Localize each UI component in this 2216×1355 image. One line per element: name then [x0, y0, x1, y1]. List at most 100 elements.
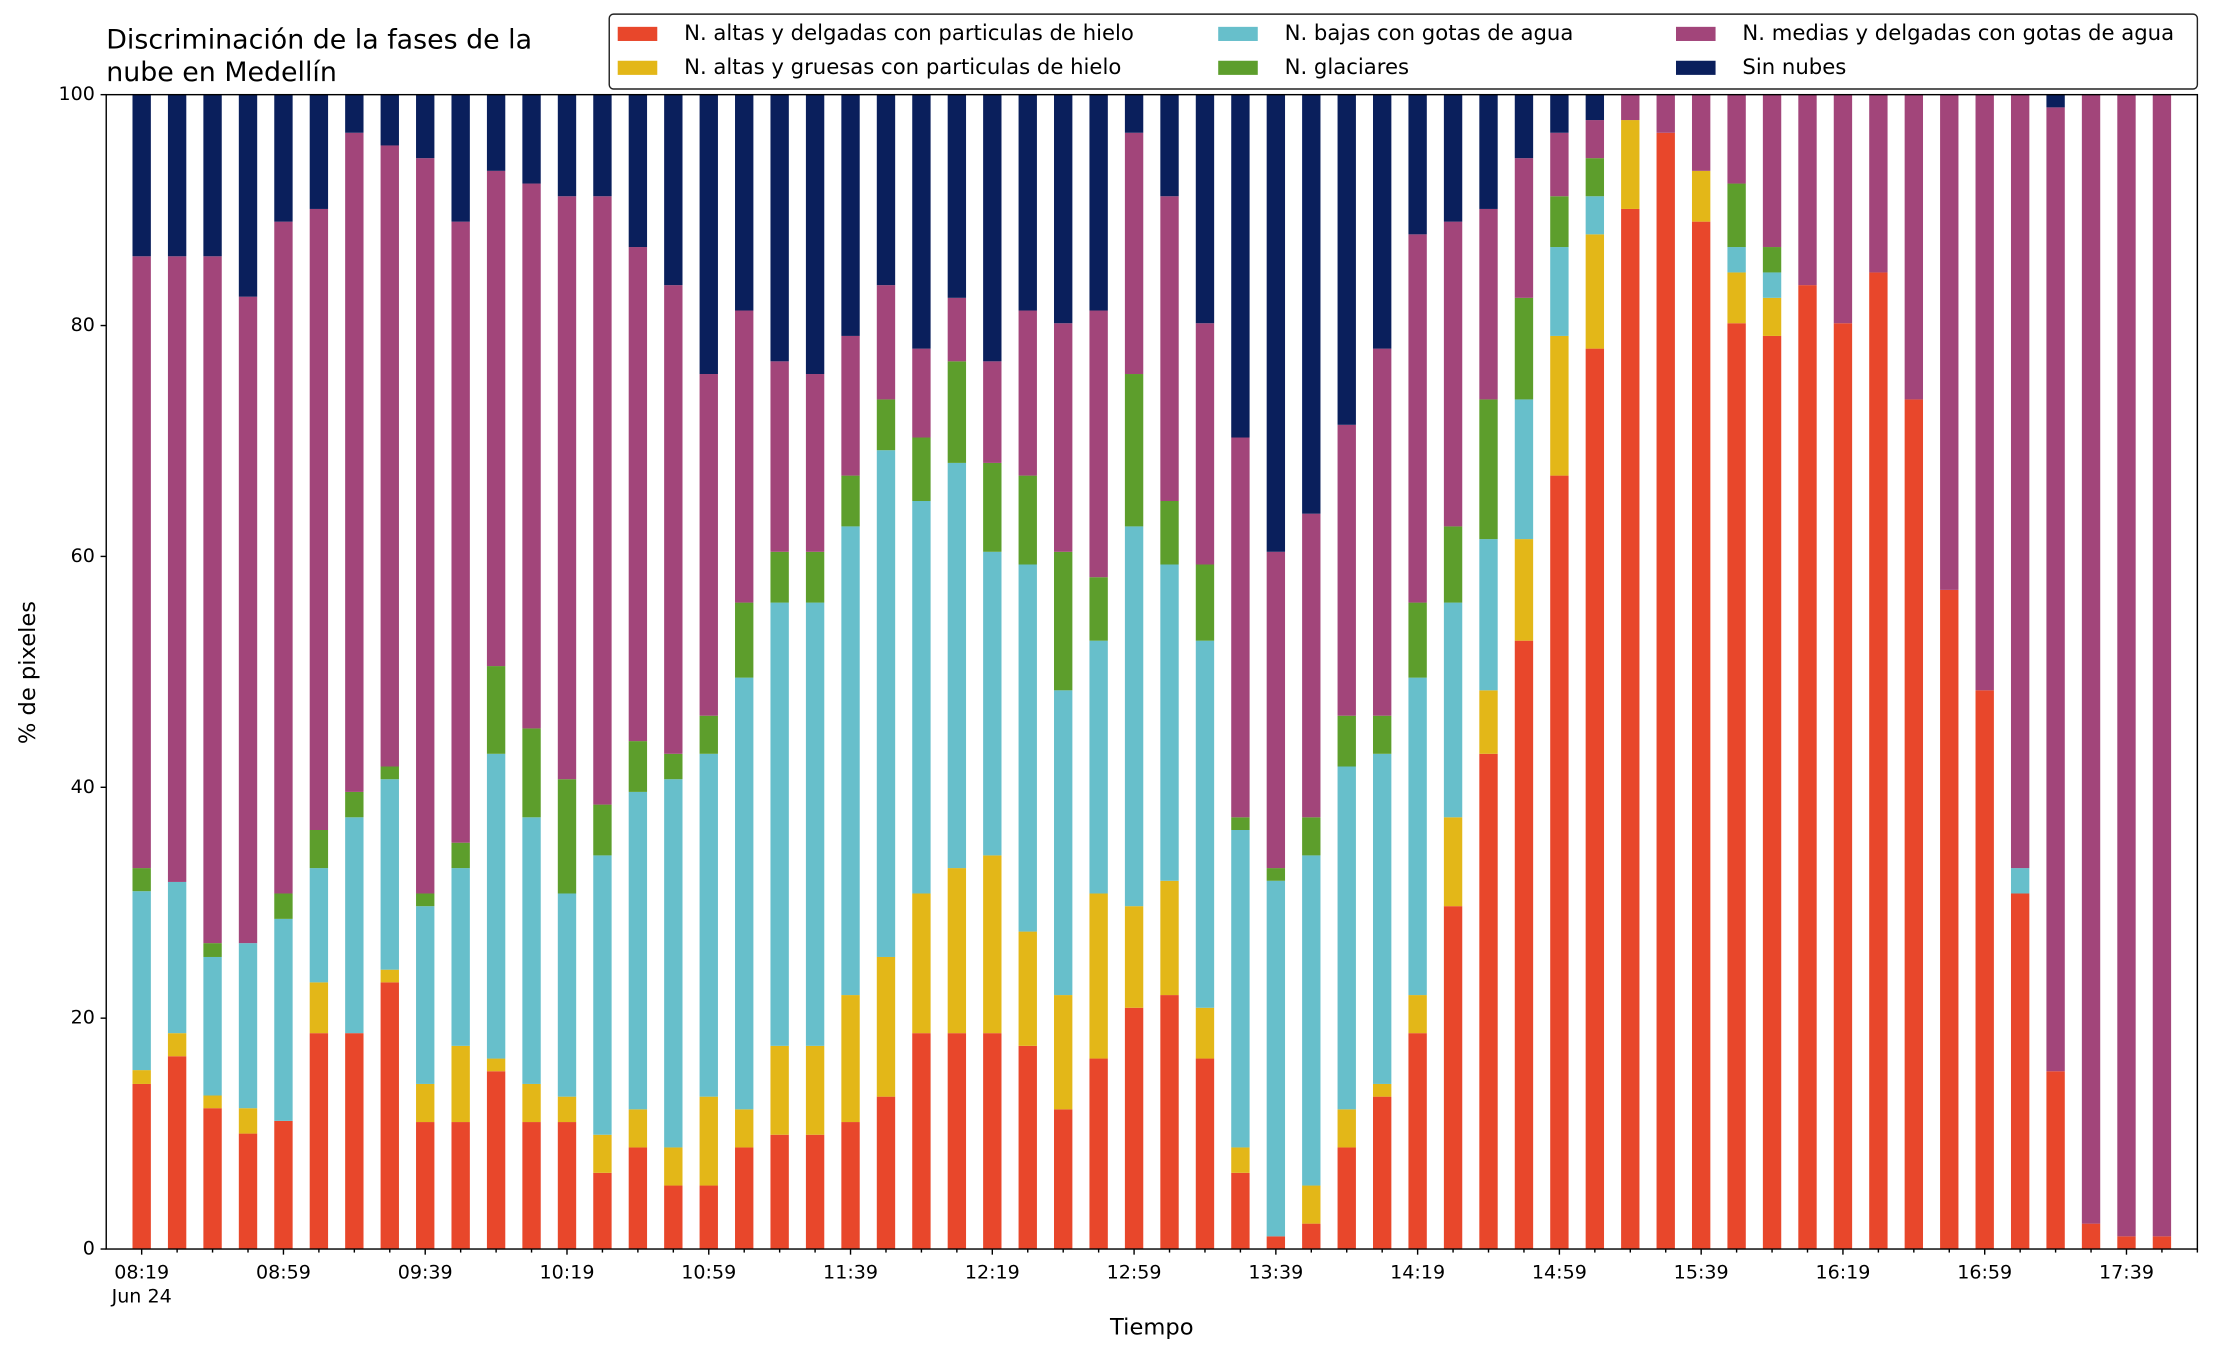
legend-label: N. medias y delgadas con gotas de agua [1742, 20, 2174, 45]
bar-segment [983, 855, 1002, 1034]
bar-segment [1266, 868, 1286, 881]
y-tick-label: 60 [71, 545, 95, 567]
bar-segment [486, 753, 506, 1059]
bar-segment [841, 1122, 860, 1250]
bar-segment [522, 183, 541, 729]
bar-segment [1727, 183, 1746, 248]
legend-label: N. bajas con gotas de agua [1285, 20, 1574, 45]
bar-segment [522, 1122, 541, 1250]
bar-segment [983, 551, 1002, 856]
bar-segment [1054, 1109, 1073, 1250]
bar-segment [1479, 399, 1498, 540]
bar-segment [664, 1147, 683, 1186]
bar-segment [1408, 677, 1427, 996]
bar-segment [735, 1147, 754, 1250]
bar-segment [912, 437, 931, 502]
x-tick-label: 16:19 [1815, 1262, 1870, 1284]
bar-segment [132, 868, 151, 892]
bar-segment [167, 1056, 187, 1250]
bar-segment [1337, 1147, 1356, 1250]
bar-segment [699, 715, 718, 754]
bar-segment [1054, 94, 1073, 324]
bar-segment [593, 804, 612, 856]
bar-segment [203, 943, 222, 957]
bar-segment [1656, 94, 1675, 133]
bar-segment [1089, 577, 1108, 641]
bar-segment [735, 1109, 754, 1148]
bar-segment [1443, 906, 1463, 1250]
bar-segment [451, 842, 470, 869]
bar-segment [274, 918, 293, 1121]
bar-segment [1798, 94, 1817, 286]
bar-segment [203, 956, 222, 1096]
bar-segment [841, 94, 860, 336]
bar-segment [1904, 399, 1924, 1250]
y-axis-label: % de pixeles [15, 601, 41, 744]
bar-segment [805, 94, 825, 375]
y-tick-label: 80 [71, 314, 95, 336]
bar-segment [1302, 513, 1321, 818]
bar-segment [274, 1120, 293, 1250]
bar-segment [132, 94, 151, 257]
bar-segment [1124, 374, 1144, 527]
bar-segment [1195, 1007, 1215, 1059]
bar-segment [1479, 208, 1498, 400]
bar-segment [238, 296, 258, 944]
bar-segment [1160, 501, 1179, 565]
bar-segment [876, 956, 896, 1097]
bar-segment [1266, 880, 1286, 1237]
bar-segment [203, 94, 222, 257]
bar-segment [1302, 1185, 1321, 1224]
bar-segment [522, 1083, 541, 1123]
bar-segment [274, 221, 293, 894]
bar-segment [1195, 564, 1215, 641]
bar-segment [1514, 94, 1534, 159]
bar-segment [1337, 424, 1356, 716]
bar-segment [1762, 335, 1782, 1250]
bar-segment [1089, 94, 1108, 311]
bar-segment [1160, 564, 1179, 881]
bar-segment [451, 1122, 470, 1250]
bar-segment [1550, 475, 1569, 1250]
bar-segment [1408, 234, 1427, 603]
bar-segment [841, 995, 860, 1123]
bar-segment [522, 817, 541, 1084]
x-tick-label: 12:19 [965, 1262, 1020, 1284]
bar-segment [1266, 551, 1286, 869]
bar-segment [1266, 94, 1286, 552]
bar-segment [628, 247, 648, 742]
bar-segment [1479, 690, 1498, 754]
bar-segment [1727, 272, 1746, 324]
bar-segment [1302, 855, 1321, 1186]
bar-segment [380, 94, 399, 146]
bar-segment [557, 779, 577, 894]
bar-segment [132, 1070, 151, 1084]
bar-segment [1195, 1058, 1215, 1250]
bar-segment [841, 475, 860, 527]
bar-segment [1124, 94, 1144, 133]
bar-segment [1585, 234, 1605, 349]
bar-segment [1124, 1007, 1144, 1250]
bar-segment [1372, 1096, 1392, 1250]
bar-segment [380, 982, 399, 1250]
bar-segment [2046, 107, 2065, 1072]
bar-segment [451, 1045, 470, 1123]
bar-segment [309, 868, 329, 983]
bar-segment [1124, 132, 1144, 375]
bar-segment [486, 1058, 506, 1072]
x-tick-label: 14:19 [1390, 1262, 1445, 1284]
bar-segment [416, 893, 435, 907]
bar-segment [1231, 437, 1250, 818]
bar-segment [203, 256, 222, 944]
bar-segment [1372, 348, 1392, 716]
bar-segment [380, 145, 399, 767]
bar-segment [416, 1083, 435, 1123]
bar-segment [912, 348, 931, 438]
bar-segment [1479, 94, 1498, 209]
x-tick-label: 14:59 [1532, 1262, 1587, 1284]
bar-segment [1231, 94, 1250, 438]
bar-segment [699, 1185, 718, 1250]
bar-segment [1443, 526, 1463, 603]
bar-segment [345, 94, 364, 133]
chart-title: Discriminación de la fases de la [106, 24, 532, 55]
